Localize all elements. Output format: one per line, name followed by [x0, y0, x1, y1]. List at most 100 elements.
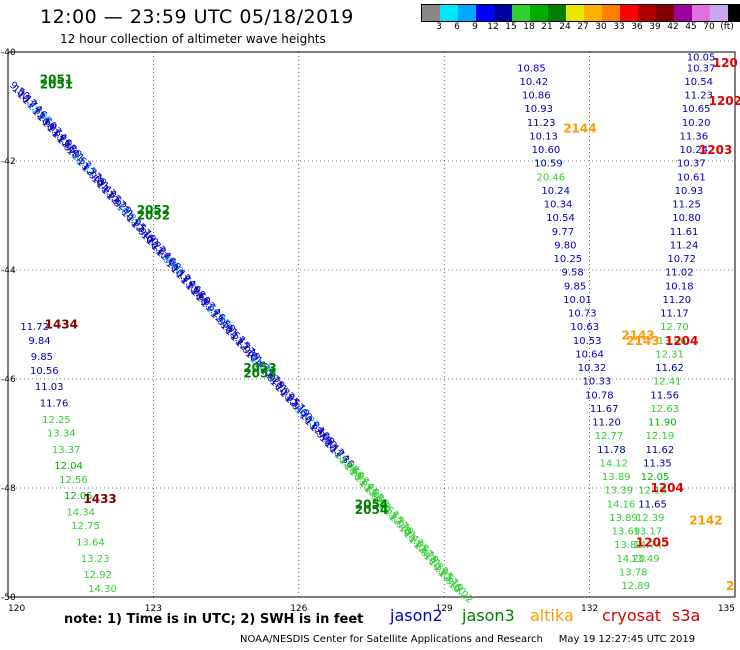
scale-label: 12	[487, 22, 499, 32]
swh-value: 12.25	[42, 415, 71, 426]
swh-value: 10.24	[679, 145, 708, 156]
scale-label: (ft)	[720, 22, 734, 32]
swh-value: 13.81	[614, 540, 643, 551]
swh-value: 10.93	[675, 186, 704, 197]
pass-time-label: 2053	[243, 367, 276, 381]
legend-altika: altika	[530, 606, 574, 625]
swh-value: 10.13	[529, 131, 558, 142]
scale-label: 9	[472, 22, 478, 32]
map-frame	[7, 51, 736, 598]
swh-value: 11.76	[40, 399, 69, 410]
swh-value: 13.37	[52, 445, 81, 456]
swh-value: 11.24	[670, 240, 699, 251]
swh-value: 10.72	[667, 254, 696, 265]
swh-value: 12.89	[621, 581, 650, 592]
scale-label: 15	[505, 22, 517, 32]
swh-value: 10.53	[573, 336, 602, 347]
scale-label: 33	[613, 22, 625, 32]
pass-time-label: 2	[726, 579, 734, 593]
swh-value: 11.36	[679, 131, 708, 142]
page-subtitle: 12 hour collection of altimeter wave hei…	[60, 32, 326, 46]
swh-value: 10.85	[517, 63, 546, 74]
swh-value: 9.84	[28, 336, 50, 347]
scale-swatch-4	[494, 5, 512, 21]
swh-value: 13.69	[612, 527, 641, 538]
pass-time-label: 2142	[689, 514, 722, 528]
pass-time-label: 2052	[137, 209, 170, 223]
swh-value: 13.89	[609, 513, 638, 524]
scale-swatch-0	[422, 5, 440, 21]
scale-label: 3	[436, 22, 442, 32]
units-note: note: 1) Time is in UTC; 2) SWH is in fe…	[64, 612, 364, 627]
pass-time-label: 2054	[355, 497, 388, 511]
legend-jason2: jason2	[390, 606, 443, 625]
lat-tick-label: -46	[1, 375, 16, 385]
swh-value: 11.65	[638, 499, 667, 510]
scale-label: 30	[595, 22, 607, 32]
swh-value: 11.56	[650, 390, 679, 401]
swh-value: 10.93	[524, 104, 553, 115]
swh-value: 10.78	[585, 390, 614, 401]
swh-value: 11.25	[672, 200, 701, 211]
swh-value: 12.05	[64, 491, 93, 502]
swh-value: 12.56	[59, 475, 88, 486]
scale-label: 27	[577, 22, 589, 32]
swh-value: 10.65	[682, 104, 711, 115]
lat-tick-label: -44	[1, 266, 16, 276]
lat-tick-label: -48	[1, 484, 16, 494]
swh-value: 13.64	[76, 538, 105, 549]
lon-tick-label: 123	[145, 604, 162, 614]
scale-swatch-9	[584, 5, 602, 21]
scale-swatch-8	[566, 5, 584, 21]
scale-swatch-3	[476, 5, 494, 21]
scale-label: 39	[649, 22, 661, 32]
swh-value: 11.35	[643, 458, 672, 469]
lat-tick-label: -40	[1, 48, 16, 58]
swh-value: 20.46	[537, 172, 566, 183]
swh-value: 11.20	[592, 418, 621, 429]
scale-swatch-1	[440, 5, 458, 21]
swh-value: 10.32	[578, 363, 607, 374]
swh-value: 10.86	[522, 91, 551, 102]
scale-swatch-10	[602, 5, 620, 21]
lat-tick-label: -50	[1, 593, 16, 603]
swh-value: 10.24	[541, 186, 570, 197]
swh-value: 11.23	[684, 91, 713, 102]
scale-swatch-16	[710, 5, 728, 21]
scale-swatch-14	[674, 5, 692, 21]
swh-value: 12.31	[655, 349, 684, 360]
swh-value: 9.80	[554, 240, 576, 251]
swh-value: 14.74	[633, 540, 662, 551]
lon-tick-label: 120	[8, 604, 25, 614]
pass-time-label: 2144	[563, 121, 596, 135]
swh-value: 11.62	[646, 445, 675, 456]
pass-time-label: 2143	[626, 334, 659, 348]
swh-value: 10.37	[687, 63, 716, 74]
swh-value: 10.64	[575, 349, 604, 360]
scale-swatch-11	[620, 5, 638, 21]
swh-value: 12.19	[646, 431, 675, 442]
swh-value: 10.73	[568, 309, 597, 320]
color-scale-bar	[421, 4, 740, 22]
swh-value: 14.16	[607, 499, 636, 510]
pass-time-label: 1205	[636, 536, 669, 550]
swh-value: 9.85	[564, 281, 586, 292]
swh-value: 9.85	[31, 352, 53, 363]
scale-swatch-2	[458, 5, 476, 21]
scale-swatch-13	[656, 5, 674, 21]
legend-s3a: s3a	[672, 606, 701, 625]
swh-value: 9.58	[562, 268, 584, 279]
lat-tick-label: -42	[1, 157, 16, 167]
swh-value: 13.34	[47, 429, 76, 440]
lon-tick-label: 126	[290, 604, 307, 614]
scale-label: 6	[454, 22, 460, 32]
swh-value: 10.25	[553, 254, 582, 265]
swh-value: 11.67	[590, 404, 619, 415]
swh-value: 12.70	[660, 322, 689, 333]
scale-label: 18	[523, 22, 535, 32]
scale-label: 36	[631, 22, 643, 32]
swh-value: 13.39	[604, 486, 633, 497]
swh-value: 11.03	[35, 382, 64, 393]
swh-value: 13.49	[631, 554, 660, 565]
